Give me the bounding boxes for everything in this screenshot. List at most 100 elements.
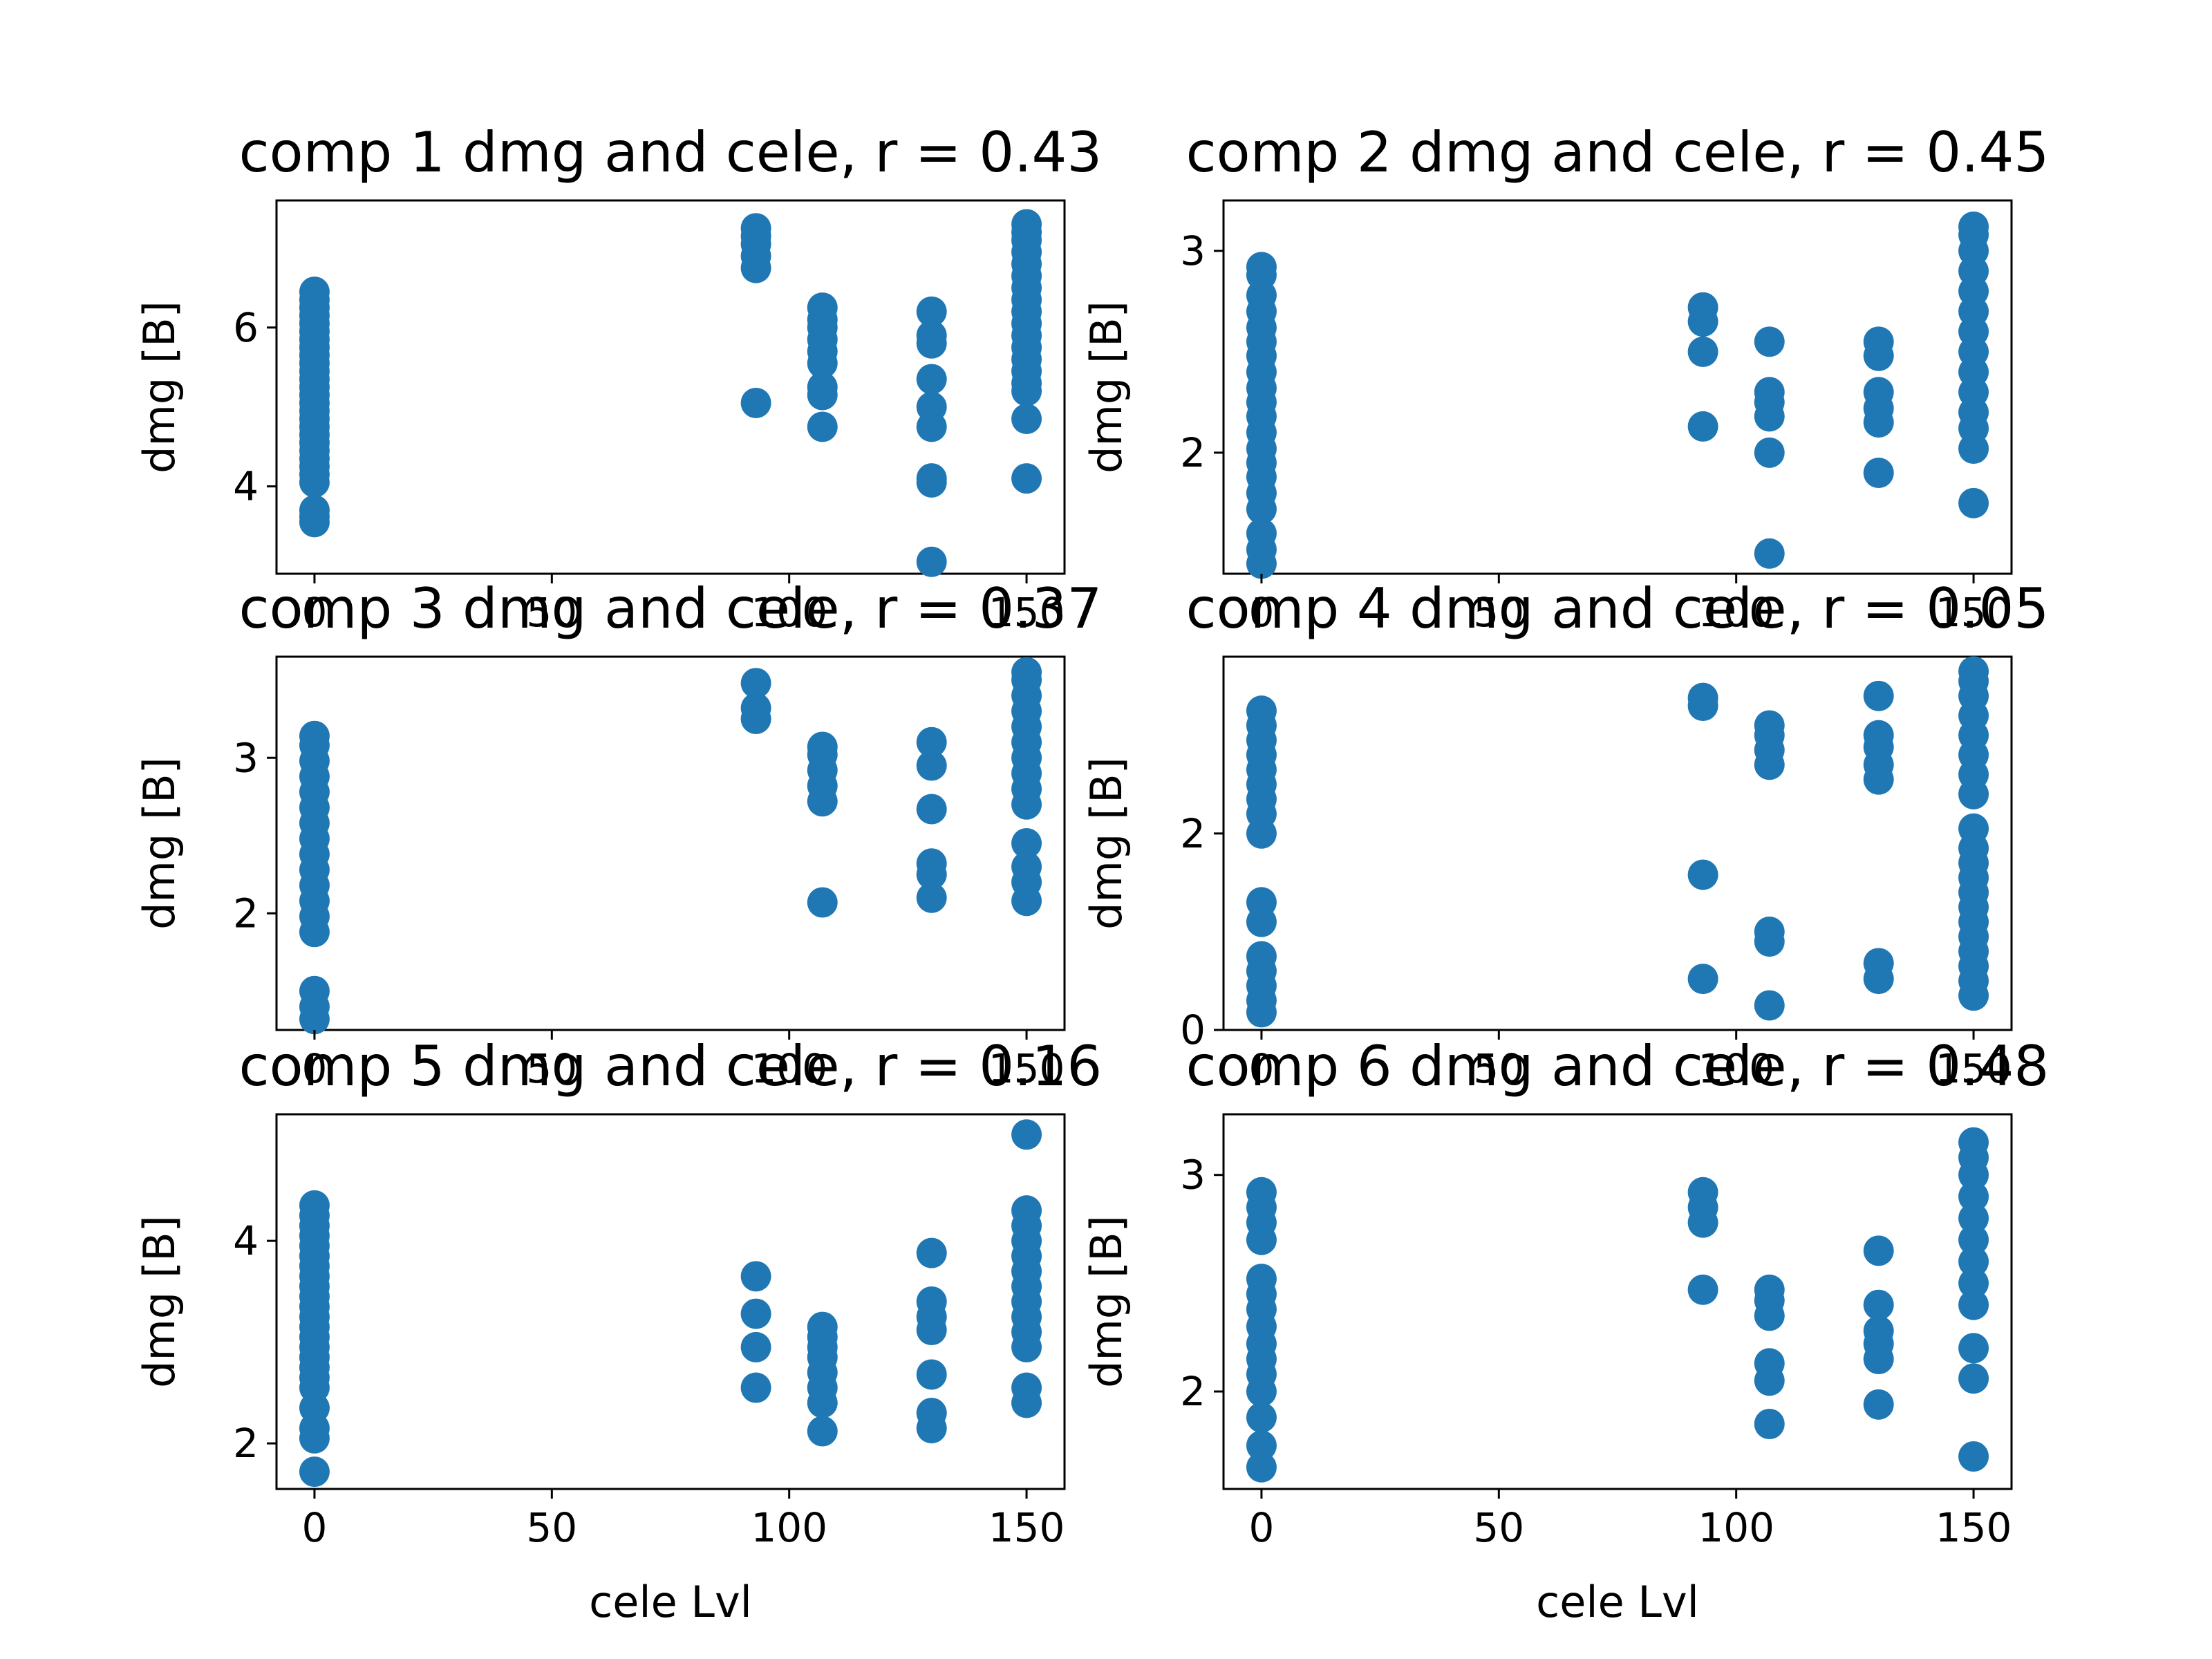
scatter-point <box>1246 941 1277 972</box>
scatter-point <box>1754 1409 1785 1440</box>
scatter-point <box>1754 990 1785 1021</box>
scatter-point <box>1687 336 1718 367</box>
scatter-point <box>1246 252 1277 283</box>
scatter-point <box>740 1298 771 1329</box>
scatter-point <box>1246 695 1277 727</box>
y-tick-label: 3 <box>1180 227 1206 274</box>
scatter-point <box>916 1237 947 1268</box>
scatter-point <box>1687 1177 1718 1208</box>
y-axis-label: dmg [B] <box>134 757 185 930</box>
axes-frame <box>1222 199 2013 575</box>
scatter-point <box>916 848 947 879</box>
scatter-point <box>916 296 947 327</box>
y-tick-label: 4 <box>233 463 259 510</box>
scatter-point <box>740 213 771 244</box>
scatter-point <box>916 794 947 825</box>
scatter-point <box>1958 1181 1989 1212</box>
scatter-point <box>807 292 838 324</box>
scatter-point <box>1863 680 1894 711</box>
x-tick-label: 0 <box>301 1504 327 1551</box>
scatter-point <box>916 391 947 422</box>
scatter-point <box>1687 292 1718 323</box>
scatter-point <box>1011 1372 1042 1403</box>
y-tick-label: 2 <box>233 1420 259 1467</box>
scatter-point <box>916 546 947 577</box>
scatter-point <box>1958 1203 1989 1234</box>
scatter-point <box>1011 403 1042 434</box>
subplot-4: 0 50 100 150 0 2 comp 4 dmg and cele, r = 0.05… <box>1081 577 2049 1092</box>
scatter-point <box>916 1398 947 1429</box>
x-tick-label: 150 <box>1936 1045 2012 1092</box>
x-tick-label: 100 <box>1698 589 1774 636</box>
subplot-title: comp 4 dmg and cele, r = 0.05 <box>1186 577 2050 641</box>
scatter-point <box>1754 916 1785 947</box>
scatter-point <box>1754 377 1785 408</box>
x-tick-label: 0 <box>301 589 327 636</box>
scatter-point <box>916 1359 947 1390</box>
y-tick-label: 3 <box>233 734 259 781</box>
scatter-point <box>916 882 947 913</box>
scatter-point <box>1011 1195 1042 1226</box>
scatter-point <box>1863 948 1894 979</box>
x-tick-label: 150 <box>1936 1504 2012 1551</box>
scatter-point <box>1246 1402 1277 1433</box>
scatter-point <box>299 1456 330 1488</box>
scatter-point <box>1958 1289 1989 1320</box>
scatter-point <box>807 731 838 762</box>
axes-frame <box>275 199 1066 575</box>
subplot-title: comp 2 dmg and cele, r = 0.45 <box>1186 120 2050 185</box>
scatter-point <box>1958 1246 1989 1277</box>
x-tick-label: 50 <box>526 589 577 636</box>
scatter-point <box>1958 813 1989 844</box>
scatter-point <box>916 320 947 351</box>
scatter-point <box>807 1416 838 1447</box>
y-axis-label: dmg [B] <box>1081 301 1132 474</box>
axes-frame <box>275 655 1066 1031</box>
y-tick-label: 0 <box>1180 1006 1206 1053</box>
scatter-point <box>1958 1441 1989 1472</box>
scatter-point <box>740 1372 771 1403</box>
x-axis-label: cele Lvl <box>1536 1577 1699 1627</box>
scatter-point <box>1246 887 1277 918</box>
x-tick-label: 100 <box>1698 1504 1774 1551</box>
scatter-point <box>299 495 330 526</box>
scatter-point <box>299 276 330 308</box>
scatter-point <box>916 727 947 758</box>
scatter-point <box>916 463 947 494</box>
x-tick-label: 50 <box>526 1045 577 1092</box>
x-tick-label: 100 <box>751 589 827 636</box>
scatter-point <box>299 1190 330 1221</box>
scatter-point <box>740 693 771 724</box>
scatter-point <box>740 1261 771 1292</box>
scatter-point <box>1687 859 1718 890</box>
scatter-point <box>740 387 771 418</box>
scatter-point <box>807 1311 838 1342</box>
scatter-point <box>1011 463 1042 494</box>
x-tick-label: 0 <box>1248 589 1274 636</box>
subplot-1: 0 50 100 150 4 6 comp 1 dmg and cele, r = 0.43… <box>134 120 1102 636</box>
subplot-5: 0 50 100 150 2 4 comp 5 dmg and cele, r = 0.16… <box>134 1034 1102 1627</box>
y-tick-label: 2 <box>1180 810 1206 857</box>
scatter-point <box>1246 1264 1277 1295</box>
x-tick-label: 50 <box>1473 589 1524 636</box>
subplot-title: comp 6 dmg and cele, r = 0.48 <box>1186 1034 2050 1098</box>
y-tick-label: 4 <box>233 1217 259 1264</box>
scatter-point <box>1011 1119 1042 1150</box>
subplot-6: 0 50 100 150 2 3 comp 6 dmg and cele, r = 0.48… <box>1081 1034 2049 1627</box>
subplot-3: 0 50 100 150 2 3 comp 3 dmg and cele, r = 0.37… <box>134 577 1102 1092</box>
x-tick-label: 100 <box>751 1045 827 1092</box>
scatter-point <box>1863 1315 1894 1347</box>
x-tick-label: 0 <box>301 1045 327 1092</box>
scatter-point <box>299 975 330 1006</box>
x-tick-label: 100 <box>751 1504 827 1551</box>
subplot-title: comp 5 dmg and cele, r = 0.16 <box>239 1034 1103 1098</box>
scatter-point <box>1011 657 1042 688</box>
scatter-point <box>807 887 838 918</box>
scatter-point <box>1863 1389 1894 1420</box>
scatter-point <box>1863 1235 1894 1266</box>
scatter-point <box>1958 211 1989 242</box>
subplot-title: comp 1 dmg and cele, r = 0.43 <box>239 120 1103 185</box>
scatter-point <box>1958 1127 1989 1158</box>
scatter-point <box>1246 1452 1277 1483</box>
scatter-point <box>916 364 947 395</box>
